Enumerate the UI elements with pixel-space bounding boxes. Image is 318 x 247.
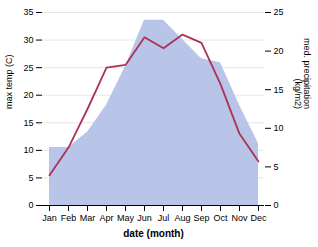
svg-text:Mar: Mar [80,213,96,223]
svg-text:25: 25 [274,7,284,17]
svg-text:max temp (C): max temp (C) [4,54,14,109]
svg-text:20: 20 [23,90,33,100]
svg-text:Aug: Aug [174,213,190,223]
svg-text:med. precipitation(kg/m2): med. precipitation(kg/m2) [293,38,312,109]
svg-text:0: 0 [274,200,279,210]
svg-text:10: 10 [274,123,284,133]
svg-text:Sep: Sep [193,213,209,223]
svg-text:May: May [117,213,135,223]
svg-text:Oct: Oct [213,213,228,223]
svg-text:Jan: Jan [42,213,57,223]
svg-text:date (month): date (month) [123,228,184,239]
svg-text:5: 5 [28,173,33,183]
svg-text:15: 15 [274,85,284,95]
svg-text:20: 20 [274,46,284,56]
svg-text:0: 0 [28,200,33,210]
svg-text:Dec: Dec [250,213,267,223]
svg-text:5: 5 [274,162,279,172]
svg-text:Apr: Apr [99,213,113,223]
svg-text:10: 10 [23,145,33,155]
svg-text:25: 25 [23,63,33,73]
svg-text:15: 15 [23,118,33,128]
svg-text:Jun: Jun [137,213,152,223]
svg-text:Jul: Jul [158,213,170,223]
svg-text:30: 30 [23,35,33,45]
svg-text:Nov: Nov [231,213,248,223]
svg-text:Feb: Feb [61,213,77,223]
svg-text:35: 35 [23,7,33,17]
